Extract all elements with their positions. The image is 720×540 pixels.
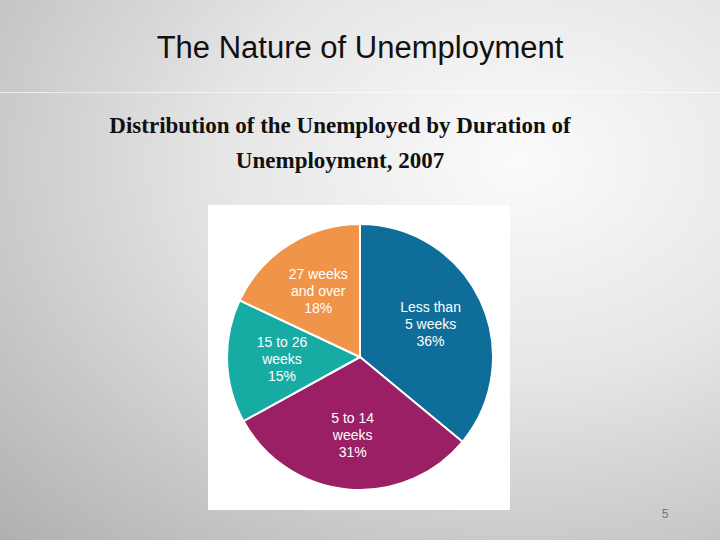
pie-slice (240, 224, 360, 357)
slice-category-line: 5 to 14 (331, 410, 374, 426)
pie-labels: Less than5 weeks36%5 to 14weeks31%15 to … (257, 266, 461, 460)
slice-category: 27 weeksand over (289, 266, 348, 299)
chart-title: Distribution of the Unemployed by Durati… (45, 108, 635, 178)
slice-category-line: weeks (332, 427, 373, 443)
chart-frame (208, 205, 510, 510)
slice-category: 15 to 26weeks (257, 334, 308, 367)
slice-category-line: weeks (261, 351, 302, 367)
slice-value-label: 15% (268, 368, 296, 384)
slice-value-label: 31% (339, 444, 367, 460)
page-number: 5 (650, 507, 680, 521)
slice-value-label: 36% (417, 333, 445, 349)
slice-category: Less than5 weeks (400, 299, 461, 332)
title-separator (0, 92, 720, 93)
pie (227, 224, 493, 490)
chart-svg: Less than5 weeks36%5 to 14weeks31%15 to … (0, 0, 720, 540)
slice-category-line: 5 weeks (405, 316, 456, 332)
pie-slice (243, 357, 462, 490)
slice-category-line: 27 weeks (289, 266, 348, 282)
slice-category-line: Less than (400, 299, 461, 315)
slice-category-line: 15 to 26 (257, 334, 308, 350)
slide-title: The Nature of Unemployment (0, 30, 720, 66)
slice-category-line: and over (291, 283, 346, 299)
slice-value-label: 18% (304, 300, 332, 316)
slice-category: 5 to 14weeks (331, 410, 374, 443)
